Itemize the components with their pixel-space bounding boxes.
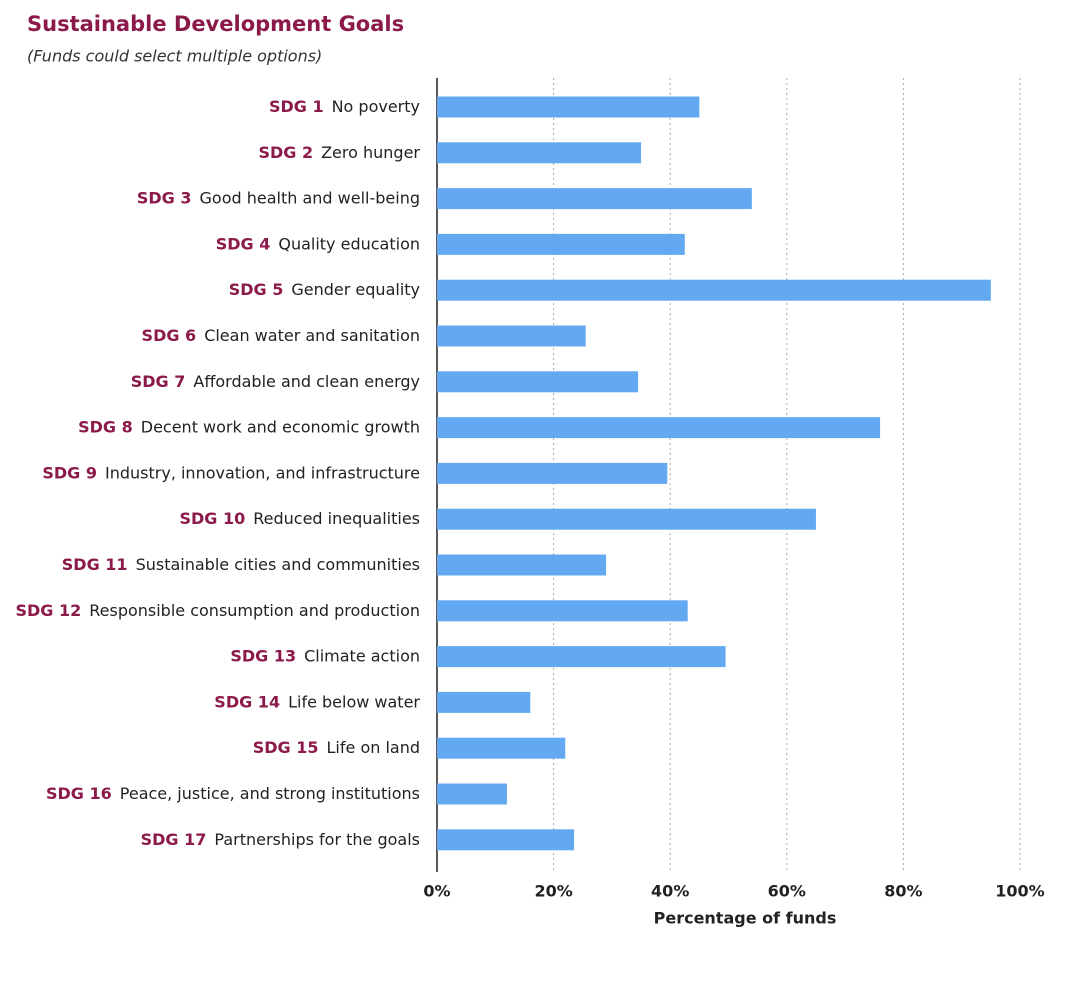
bar [437,188,752,210]
x-tick-label: 0% [423,882,450,901]
goal-name: Partnerships for the goals [214,829,420,848]
x-tick-label: 60% [768,882,806,901]
sdg-code: SDG 11 [62,555,128,574]
category-label: SDG 5 Gender equality [229,280,420,299]
category-label: SDG 3 Good health and well-being [137,188,420,207]
bar [437,233,685,255]
category-label: SDG 2 Zero hunger [258,142,420,161]
goal-name: Zero hunger [321,142,420,161]
sdg-code: SDG 10 [179,509,245,528]
goal-name: Industry, innovation, and infrastructure [105,463,420,482]
sdg-code: SDG 5 [229,280,284,299]
goal-name: Clean water and sanitation [204,326,420,345]
x-tick-label: 40% [651,882,689,901]
bar [437,279,991,301]
bar [437,371,639,393]
sdg-code: SDG 1 [269,97,324,116]
category-label: SDG 9 Industry, innovation, and infrastru… [42,463,420,482]
bar [437,96,700,118]
category-label: SDG 7 Affordable and clean energy [131,371,420,390]
category-label: SDG 15 Life on land [253,738,420,757]
category-label: SDG 1 No poverty [269,97,420,116]
bar [437,829,575,851]
bar [437,462,668,484]
goal-name: Quality education [278,234,420,253]
sdg-code: SDG 2 [258,142,313,161]
category-label: SDG 11 Sustainable cities and communities [62,555,420,574]
sdg-code: SDG 4 [216,234,271,253]
bar [437,691,531,713]
goal-name: Climate action [304,646,420,665]
sdg-code: SDG 12 [15,600,81,619]
category-label: SDG 17 Partnerships for the goals [141,829,420,848]
goal-name: Affordable and clean energy [193,371,420,390]
sdg-code: SDG 16 [46,784,112,803]
goal-name: Good health and well-being [200,188,420,207]
sdg-code: SDG 17 [141,829,207,848]
goal-name: Sustainable cities and communities [136,555,420,574]
x-tick-label: 80% [884,882,922,901]
category-label: SDG 16 Peace, justice, and strong institu… [46,784,420,803]
x-tick-label: 20% [534,882,572,901]
goal-name: Gender equality [291,280,420,299]
chart-title: Sustainable Development Goals [27,12,404,36]
bar [437,737,566,759]
bar [437,417,881,439]
sdg-code: SDG 9 [42,463,97,482]
bar [437,325,586,347]
category-label: SDG 13 Climate action [230,646,420,665]
bar [437,783,507,805]
goal-name: Reduced inequalities [253,509,420,528]
sdg-code: SDG 14 [214,692,280,711]
goal-name: Life below water [288,692,420,711]
bar [437,142,642,164]
sdg-code: SDG 3 [137,188,192,207]
category-label: SDG 10 Reduced inequalities [179,509,420,528]
category-label: SDG 6 Clean water and sanitation [142,326,420,345]
x-axis-label: Percentage of funds [654,909,837,928]
bar [437,554,607,576]
goal-name: Decent work and economic growth [141,417,420,436]
category-label: SDG 14 Life below water [214,692,420,711]
goal-name: Responsible consumption and production [89,600,420,619]
category-label: SDG 8 Decent work and economic growth [78,417,420,436]
sdg-code: SDG 6 [142,326,197,345]
chart-subtitle: (Funds could select multiple options) [27,47,322,66]
bar [437,508,816,530]
goal-name: Peace, justice, and strong institutions [120,784,420,803]
bar [437,646,726,668]
sdg-code: SDG 8 [78,417,133,436]
goal-name: No poverty [332,97,420,116]
sdg-code: SDG 15 [253,738,319,757]
sdg-code: SDG 13 [230,646,296,665]
goal-name: Life on land [327,738,420,757]
bar [437,600,688,622]
x-tick-label: 100% [995,882,1044,901]
category-label: SDG 4 Quality education [216,234,420,253]
category-label: SDG 12 Responsible consumption and produc… [15,600,420,619]
sdg-code: SDG 7 [131,371,186,390]
